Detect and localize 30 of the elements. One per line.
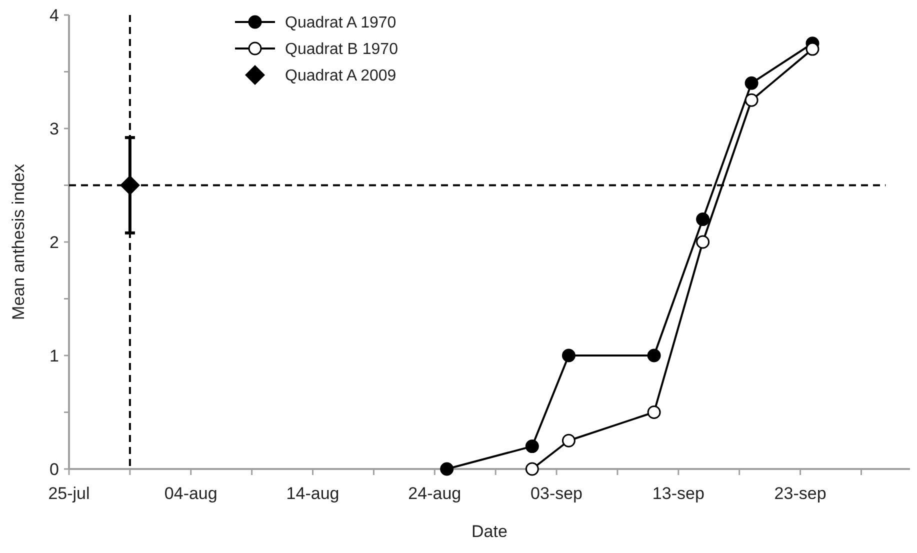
point bbox=[120, 175, 140, 196]
x-tick-label: 14-aug bbox=[286, 484, 340, 503]
point bbox=[440, 462, 454, 476]
x-tick-label: 04-aug bbox=[164, 484, 218, 503]
point bbox=[562, 348, 576, 362]
y-tick-label: 1 bbox=[50, 346, 59, 366]
legend-label: Quadrat A 2009 bbox=[285, 68, 396, 85]
point bbox=[744, 93, 758, 107]
legend-label: Quadrat A 1970 bbox=[285, 14, 396, 32]
point bbox=[696, 212, 710, 226]
x-tick-label: 13-sep bbox=[652, 484, 704, 503]
legend-label: Quadrat B 1970 bbox=[285, 41, 398, 58]
point bbox=[696, 235, 710, 249]
point bbox=[647, 406, 661, 419]
point bbox=[647, 348, 661, 362]
y-tick-label: 4 bbox=[50, 6, 59, 25]
point bbox=[806, 42, 820, 56]
x-tick-label: 23-sep bbox=[774, 484, 826, 503]
y-tick-label: 2 bbox=[50, 232, 59, 252]
x-tick-label: 03-sep bbox=[530, 484, 583, 503]
point bbox=[525, 462, 539, 476]
y-tick-label: 3 bbox=[50, 119, 59, 138]
x-axis-title: Date bbox=[472, 522, 508, 541]
y-tick-label: 0 bbox=[50, 460, 59, 479]
point bbox=[744, 76, 758, 90]
x-tick-label: 25-jul bbox=[48, 484, 90, 503]
y-axis-title: Mean anthesis index bbox=[9, 164, 28, 320]
x-tick-label: 24-aug bbox=[408, 484, 462, 503]
point bbox=[525, 440, 539, 454]
point bbox=[562, 434, 576, 448]
